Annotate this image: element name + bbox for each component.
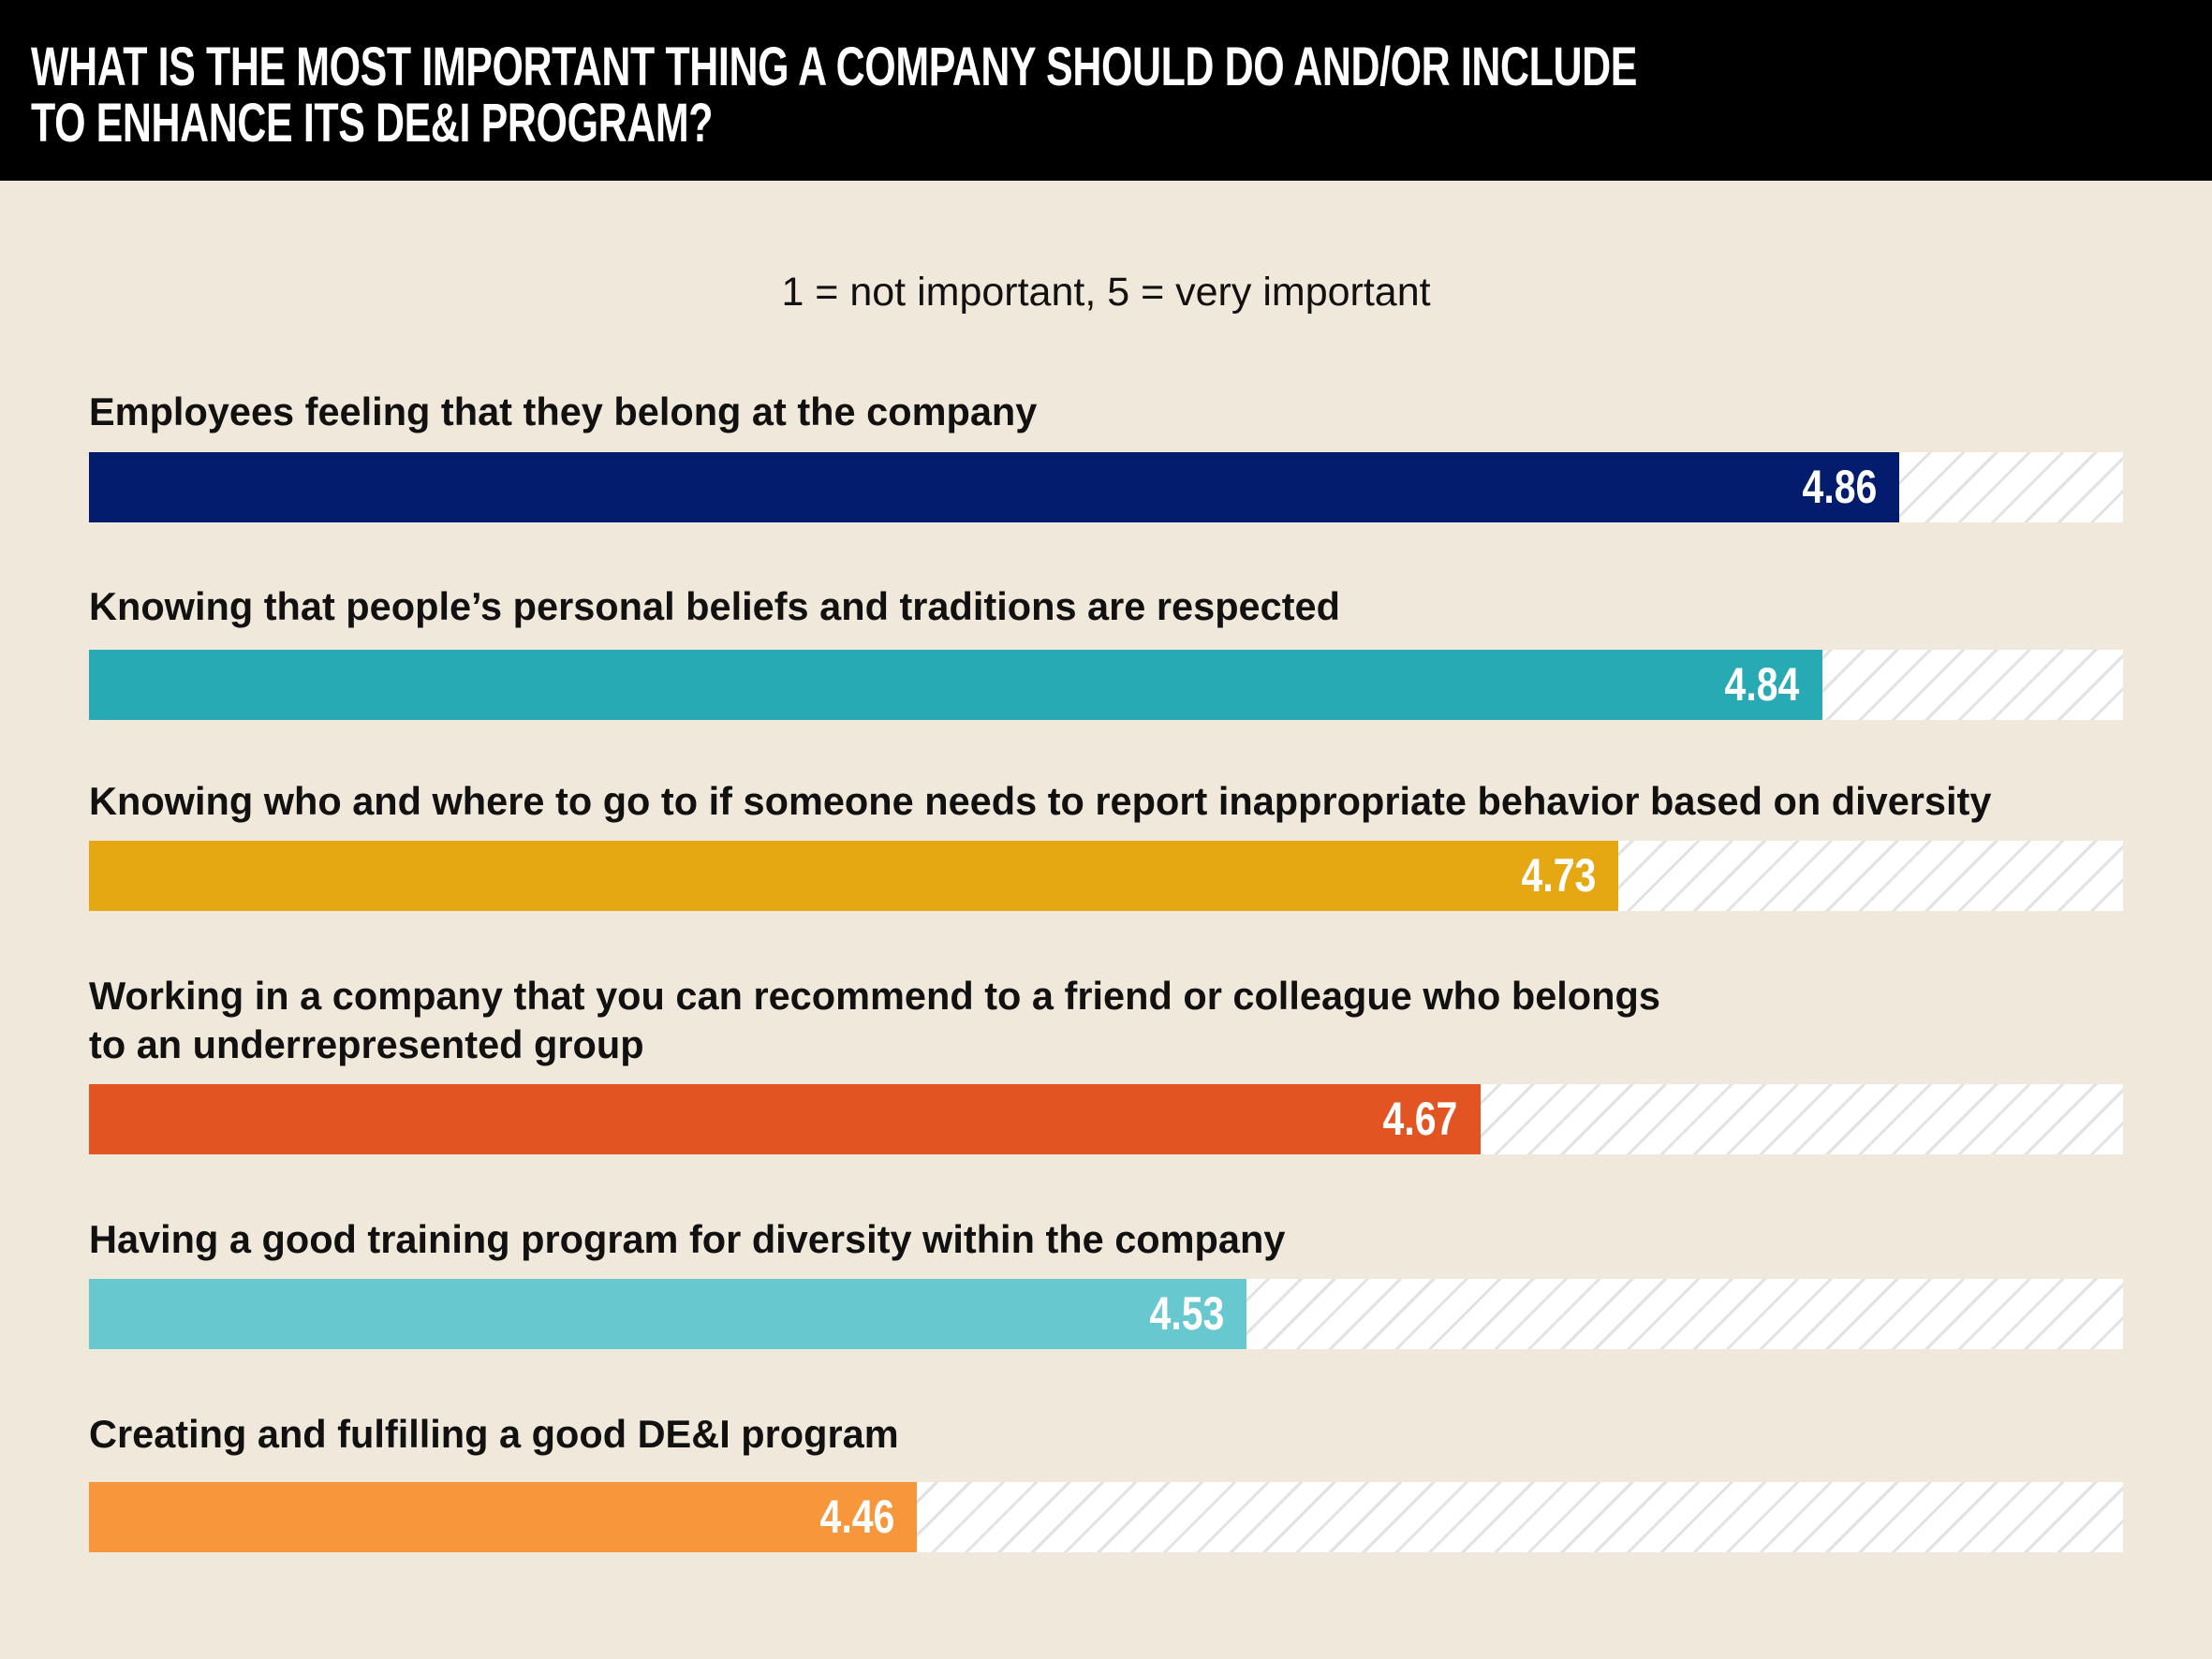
chart-title-line-2: TO ENHANCE ITS DE&I PROGRAM? [31, 93, 714, 154]
value-label: 4.73 [1521, 849, 1597, 902]
bar-track: 4.53 [89, 1279, 2123, 1349]
category-label: Knowing who and where to go to if someon… [89, 779, 1992, 823]
bar-track: 4.67 [89, 1084, 2123, 1154]
category-label: Working in a company that you can recomm… [89, 974, 1660, 1018]
category-label: Creating and fulfilling a good DE&I prog… [89, 1412, 899, 1456]
bar: 4.84 [89, 650, 1822, 720]
bar: 4.86 [89, 452, 1900, 522]
bar-track: 4.84 [89, 650, 2123, 720]
value-label: 4.84 [1724, 658, 1800, 711]
bar-track: 4.86 [89, 452, 2123, 522]
bar-track: 4.73 [89, 841, 2123, 911]
bar: 4.46 [89, 1482, 917, 1552]
value-label: 4.67 [1382, 1093, 1458, 1145]
bar: 4.67 [89, 1084, 1481, 1154]
bar-track: 4.46 [89, 1482, 2123, 1552]
value-label: 4.86 [1802, 461, 1878, 513]
bar: 4.73 [89, 841, 1619, 911]
title-banner: WHAT IS THE MOST IMPORTANT THING A COMPA… [0, 0, 2212, 181]
bar: 4.53 [89, 1279, 1246, 1349]
category-label: Employees feeling that they belong at th… [89, 389, 1038, 433]
value-label: 4.53 [1149, 1287, 1224, 1340]
category-label: Having a good training program for diver… [89, 1217, 1286, 1261]
value-label: 4.46 [819, 1490, 894, 1543]
chart-subtitle: 1 = not important, 5 = very important [781, 270, 1431, 315]
category-label: to an underrepresented group [89, 1022, 644, 1066]
category-label: Knowing that people’s personal beliefs a… [89, 584, 1340, 628]
chart-title-line-1: WHAT IS THE MOST IMPORTANT THING A COMPA… [31, 37, 1638, 97]
